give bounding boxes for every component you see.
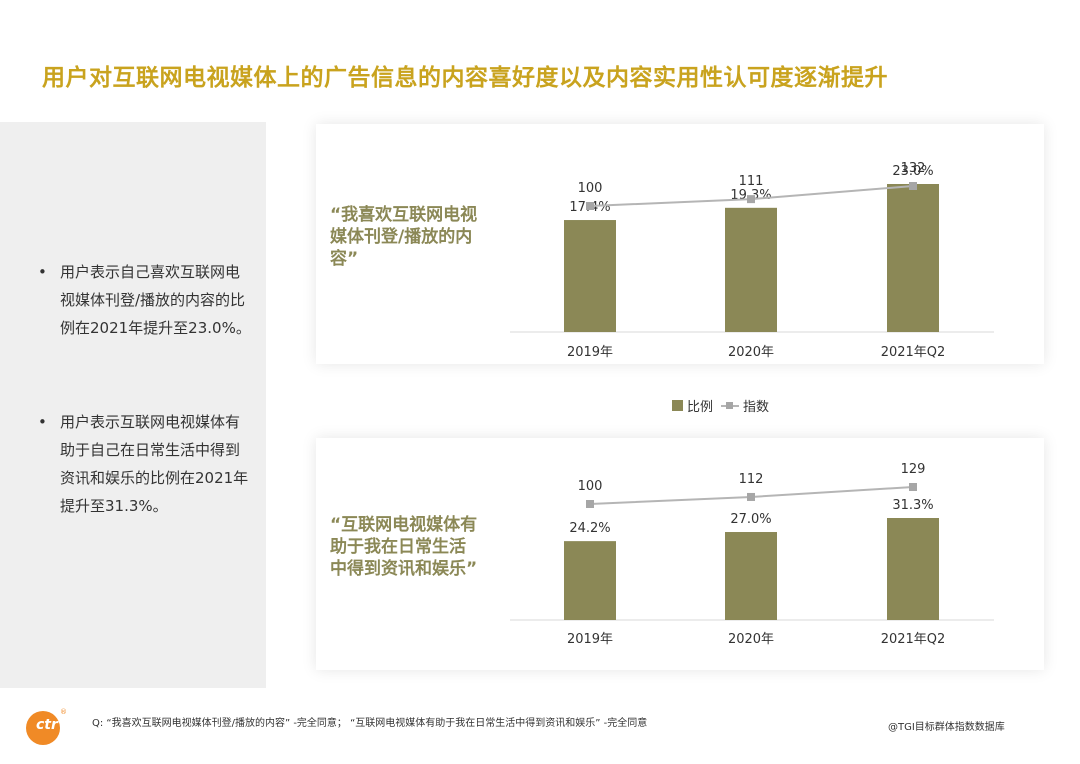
bar [725,532,777,620]
question-footnote: Q: “我喜欢互联网电视媒体刊登/播放的内容” -完全同意； “互联网电视媒体有… [92,718,648,729]
index-value-label: 100 [578,479,603,494]
legend-line-swatch [721,400,740,411]
index-point [909,483,917,491]
bar-value-label: 27.0% [730,512,771,527]
bullet-text: 用户表示互联网电视媒体有助于自己在日常生活中得到资讯和娱乐的比例在2021年提升… [60,413,249,515]
chart-legend: 比例 指数 [672,396,769,415]
bullet-text: 用户表示自己喜欢互联网电视媒体刊登/播放的内容的比例在2021年提升至23.0%… [60,263,251,337]
bullet-dot: • [38,263,47,281]
legend-line-label: 指数 [743,400,770,415]
bar [887,518,939,620]
chart-card-helpful-info: “互联网电视媒体有助于我在日常生活中得到资讯和娱乐” 24.2% 27.0% 31.… [316,438,1044,670]
legend-bar-swatch [672,400,683,411]
category-tick-label: 2021年Q2 [881,632,946,647]
index-value-label: 132 [901,161,926,176]
legend-bar-label: 比例 [687,400,714,415]
bar [564,541,616,620]
category-tick-label: 2021年Q2 [881,345,946,360]
bar-line-chart: 17.4%19.3%23.0%2019年2020年2021年Q210011113… [510,161,994,360]
bar-value-label: 31.3% [892,498,933,513]
index-point [586,202,594,210]
bar-value-label: 24.2% [569,521,610,536]
ctr-logo [26,711,60,745]
bar [564,220,616,332]
bar [887,184,939,332]
category-tick-label: 2019年 [567,345,613,360]
summary-bullet: • 用户表示自己喜欢互联网电视媒体刊登/播放的内容的比例在2021年提升至23.… [38,258,253,342]
chart-quote: “我喜欢互联网电视媒体刊登/播放的内容” [330,205,478,269]
category-tick-label: 2019年 [567,632,613,647]
summary-bullet: • 用户表示互联网电视媒体有助于自己在日常生活中得到资讯和娱乐的比例在2021年… [38,408,253,520]
chart-quote: “互联网电视媒体有助于我在日常生活中得到资讯和娱乐” [330,515,478,579]
index-point [586,500,594,508]
index-point [747,195,755,204]
bar [725,207,777,332]
bar-line-chart: 24.2% 27.0% 31.3% 2019年 2020年 2021年Q2 100 112 12… [510,462,994,647]
index-value-label: 112 [739,472,764,487]
page-title: 用户对互联网电视媒体上的广告信息的内容喜好度以及内容实用性认可度逐渐提升 [42,65,888,91]
data-source: @TGI目标群体指数数据库 [888,722,1005,733]
category-tick-label: 2020年 [728,345,774,360]
bar-value-label: 23.0% [892,164,933,179]
index-value-label: 100 [578,181,603,196]
category-tick-label: 2020年 [728,632,774,647]
summary-panel: • 用户表示自己喜欢互联网电视媒体刊登/播放的内容的比例在2021年提升至23.… [0,122,266,688]
index-value-label: 129 [901,462,926,477]
index-point [909,182,917,190]
index-value-label: 111 [739,174,764,189]
logo-registered-mark: ® [60,708,67,716]
logo-text: ctr [36,717,58,733]
index-point [747,492,755,501]
bullet-dot: • [38,413,47,431]
chart-card-like-content: “我喜欢互联网电视媒体刊登/播放的内容” 17.4%19.3%23.0%2019… [316,124,1044,364]
